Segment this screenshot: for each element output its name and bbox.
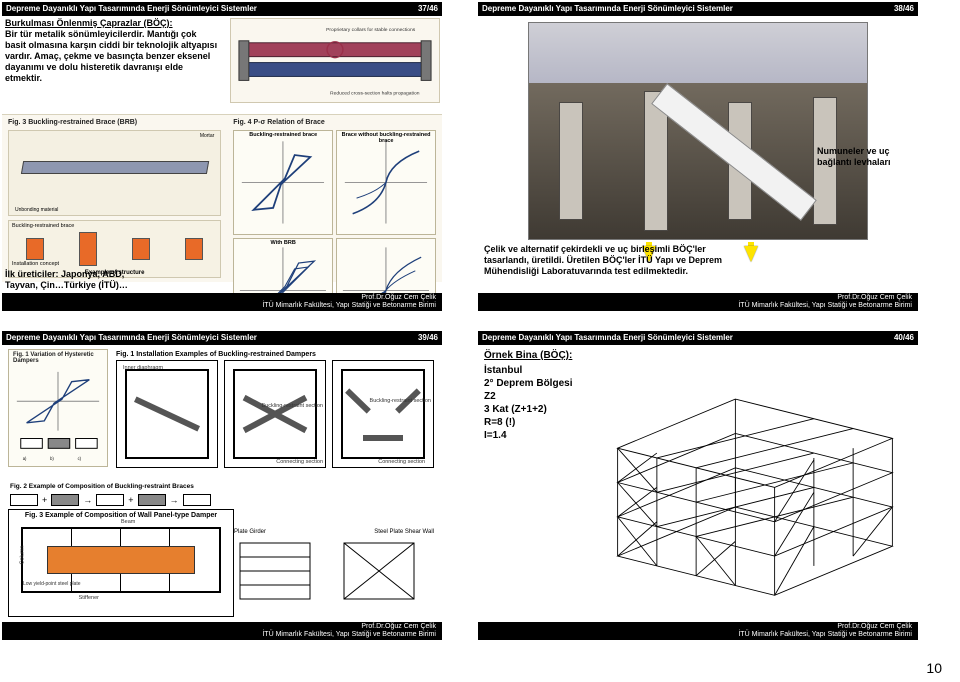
author: Prof.Dr.Oğuz Cem Çelik [361, 294, 436, 302]
slide-37: Depreme Dayanıklı Yapı Tasarımında Enerj… [2, 2, 442, 311]
fig2-wrap: Fig. 2 Example of Composition of Bucklin… [8, 481, 232, 507]
hysteresis-conventional: Brace without buckling-restrained brace [336, 130, 436, 235]
fig2-caption: Fig. 2 Example of Composition of Bucklin… [8, 481, 232, 492]
producers-note: İlk üreticiler: Japonya, ABD, Tayvan, Çi… [5, 269, 128, 291]
slide-38: Depreme Dayanıklı Yapı Tasarımında Enerj… [478, 2, 918, 311]
slide-header: Depreme Dayanıklı Yapı Tasarımında Enerj… [2, 331, 442, 345]
fig1-wrap: Fig. 1 Installation Examples of Buckling… [114, 349, 436, 477]
frame-example-a: Inner diaphragm [116, 360, 218, 468]
slide-footer: Prof.Dr.Oğuz Cem Çelik İTÜ Mimarlık Fakü… [478, 293, 918, 311]
frame-example-c: Buckling-restraint section Connecting se… [332, 360, 434, 468]
series-title: Depreme Dayanıklı Yapı Tasarımında Enerj… [6, 331, 257, 345]
arrow-down-icon [744, 246, 758, 262]
note-left: Çelik ve alternatif çekirdekli ve uç bir… [484, 244, 744, 277]
slide-39: Depreme Dayanıklı Yapı Tasarımında Enerj… [2, 331, 442, 640]
author: Prof.Dr.Oğuz Cem Çelik [837, 623, 912, 631]
svg-text:c): c) [78, 456, 82, 461]
svg-text:b): b) [50, 456, 54, 461]
affiliation: İTÜ Mimarlık Fakültesi, Yapı Statiği ve … [262, 631, 436, 639]
author: Prof.Dr.Oğuz Cem Çelik [837, 294, 912, 302]
frame-example-b: Buckling-restraint section Connecting se… [224, 360, 326, 468]
author: Prof.Dr.Oğuz Cem Çelik [361, 623, 436, 631]
hysteresis-charts: Buckling-restrained brace Brace without … [233, 130, 436, 293]
slide-footer: Prof.Dr.Oğuz Cem Çelik İTÜ Mimarlık Fakü… [478, 622, 918, 640]
hysteresis-without-brb [336, 238, 436, 293]
svg-text:Reduced cross-section halts pr: Reduced cross-section halts propagation [330, 90, 420, 96]
page-indicator: 38/46 [894, 2, 914, 16]
affiliation: İTÜ Mimarlık Fakültesi, Yapı Statiği ve … [738, 302, 912, 310]
slide-content: Fig. 1 Variation of Hysteretic Dampers a… [2, 345, 442, 622]
fig1-variation: Fig. 1 Variation of Hysteretic Dampers a… [8, 349, 108, 467]
slide-header: Depreme Dayanıklı Yapı Tasarımında Enerj… [478, 2, 918, 16]
brb-diagram-top: Proprietary collars for stable connectio… [230, 18, 440, 103]
svg-text:Proprietary collars for stable: Proprietary collars for stable connectio… [326, 27, 416, 33]
page-indicator: 37/46 [418, 2, 438, 16]
slide-content: Örnek Bina (BÖÇ): İstanbul 2° Deprem Böl… [478, 345, 918, 622]
slide-footer: Prof.Dr.Oğuz Cem Çelik İTÜ Mimarlık Fakü… [2, 293, 442, 311]
slide-header: Depreme Dayanıklı Yapı Tasarımında Enerj… [478, 331, 918, 345]
slide-content: Burkulması Önlenmiş Çaprazlar (BÖÇ): Bir… [2, 16, 442, 293]
slide-header: Depreme Dayanıklı Yapı Tasarımında Enerj… [2, 2, 442, 16]
hysteresis-with-brb: With BRB δ/δy [233, 238, 333, 293]
series-title: Depreme Dayanıklı Yapı Tasarımında Enerj… [482, 2, 733, 16]
series-title: Depreme Dayanıklı Yapı Tasarımında Enerj… [6, 2, 257, 16]
series-title: Depreme Dayanıklı Yapı Tasarımında Enerj… [482, 331, 733, 345]
fig3-label: Fig. 3 Buckling-restrained Brace (BRB) [4, 117, 225, 128]
brb-diagram-bottom: Fig. 3 Buckling-restrained Brace (BRB) M… [2, 114, 442, 282]
page-number: 10 [926, 660, 942, 676]
fig3-wrap: Fig. 3 Example of Composition of Wall Pa… [8, 509, 234, 617]
fig4-label: Fig. 4 P-σ Relation of Brace [229, 117, 440, 128]
slide-footer: Prof.Dr.Oğuz Cem Çelik İTÜ Mimarlık Fakü… [2, 622, 442, 640]
note-right: Numuneler ve uç bağlantı levhaları [817, 146, 912, 168]
slide-body: Bir tür metalik sönümleyicilerdir. Mantı… [5, 29, 220, 84]
hysteresis-brb: Buckling-restrained brace [233, 130, 333, 235]
affiliation: İTÜ Mimarlık Fakültesi, Yapı Statiği ve … [738, 631, 912, 639]
svg-text:a): a) [23, 456, 27, 461]
fig1-caption: Fig. 1 Installation Examples of Buckling… [114, 349, 436, 360]
text-block: Burkulması Önlenmiş Çaprazlar (BÖÇ): Bir… [5, 18, 220, 84]
slide-content: Numuneler ve uç bağlantı levhaları Çelik… [478, 16, 918, 293]
building-isometric [598, 349, 912, 616]
page-indicator: 39/46 [418, 331, 438, 345]
affiliation: İTÜ Mimarlık Fakültesi, Yapı Statiği ve … [262, 302, 436, 310]
slide-title: Burkulması Önlenmiş Çaprazlar (BÖÇ): [5, 18, 220, 29]
side-labels: Plate GirderSteel Plate Shear Wall [234, 527, 434, 611]
brb-3d-view: Mortar Unbonding material [8, 130, 221, 216]
lab-photo [528, 22, 868, 240]
slide-40: Depreme Dayanıklı Yapı Tasarımında Enerj… [478, 331, 918, 640]
page-indicator: 40/46 [894, 331, 914, 345]
